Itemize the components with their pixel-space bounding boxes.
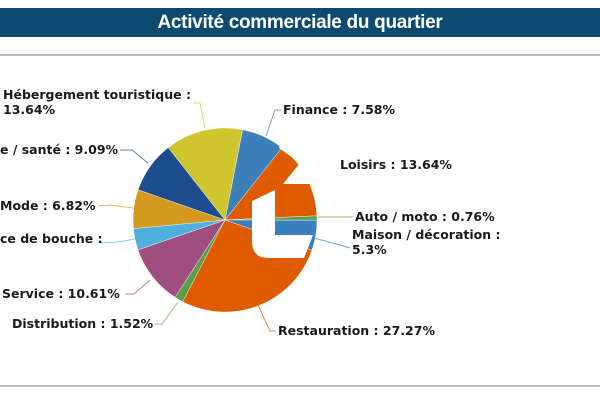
leader-line <box>193 102 206 129</box>
slice-label: Restauration : 27.27% <box>278 323 435 338</box>
leader-line <box>120 149 149 164</box>
slice-label: Mode : 6.82% <box>0 198 96 213</box>
leader-line <box>265 109 281 137</box>
leader-line <box>313 237 351 249</box>
leader-line <box>99 238 136 244</box>
logo-watermark <box>252 120 330 258</box>
slice-label: Service : 10.61% <box>2 286 120 301</box>
chart-title: Activité commerciale du quartier <box>0 8 600 37</box>
slice-label: Hébergement touristique : <box>3 87 191 102</box>
leader-line <box>155 301 179 325</box>
top-divider <box>0 54 600 56</box>
slice-label: 13.64% <box>3 102 56 117</box>
pie-slice <box>167 127 243 221</box>
slice-label: Auto / moto : 0.76% <box>355 209 495 224</box>
slice-label: e / santé : 9.09% <box>0 142 119 157</box>
slice-label: Distribution : 1.52% <box>12 316 154 331</box>
slice-label: Finance : 7.58% <box>283 102 395 117</box>
bottom-divider <box>0 385 600 387</box>
slice-label: ce de bouche : <box>0 231 103 246</box>
leader-line <box>125 279 151 295</box>
slice-label: Maison / décoration : <box>352 227 500 242</box>
leader-line <box>257 304 276 332</box>
slice-label: 5.3% <box>352 242 387 257</box>
leader-line <box>97 204 134 209</box>
slice-label: Loisirs : 13.64% <box>340 157 452 172</box>
